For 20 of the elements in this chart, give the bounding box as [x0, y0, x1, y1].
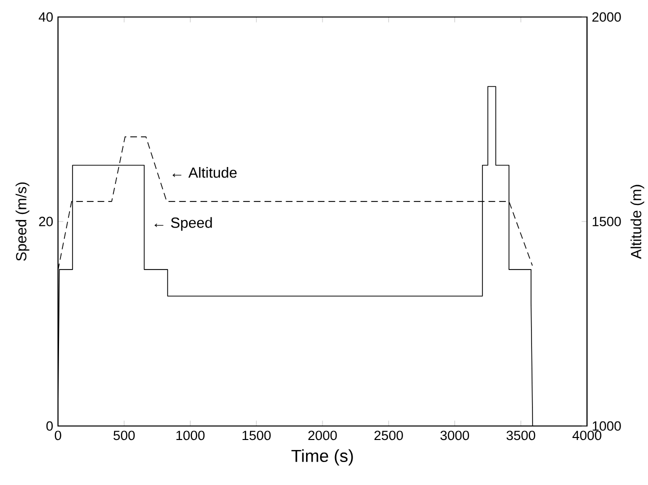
- y2-tick-label: 1500: [592, 216, 621, 226]
- y-tick-label: 40: [38, 12, 53, 22]
- y-axis-title: Speed (m/s): [16, 182, 30, 261]
- x-axis-title: Time (s): [291, 449, 353, 466]
- x-tick-label: 1500: [242, 430, 271, 440]
- y-tick-label: 0: [46, 421, 53, 431]
- annotation: ← Speed: [154, 217, 212, 231]
- x-tick-label: 2000: [308, 430, 337, 440]
- x-tick-label: 3500: [506, 430, 536, 440]
- y2-tick-label: 1000: [592, 421, 621, 431]
- x-tick-label: 0: [54, 430, 62, 440]
- annotation: ← Altitude: [172, 167, 237, 178]
- y2-tick-label: 2000: [592, 12, 621, 22]
- y-tick-label: 20: [39, 216, 53, 226]
- x-tick-label: 1000: [176, 430, 205, 440]
- x-tick-label: 2500: [374, 430, 403, 440]
- x-tick-label: 4000: [572, 430, 602, 440]
- x-tick-label: 500: [114, 430, 135, 440]
- y2-axis-title: Altitude (m): [630, 184, 644, 259]
- x-tick-label: 3000: [440, 430, 470, 440]
